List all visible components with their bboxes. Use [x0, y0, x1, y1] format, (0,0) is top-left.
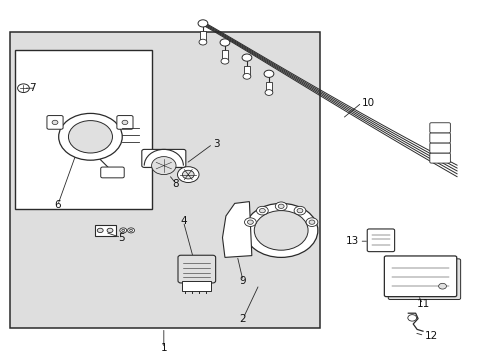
Circle shape: [122, 229, 124, 231]
Bar: [243, 66, 250, 76]
Circle shape: [259, 208, 265, 213]
Circle shape: [68, 121, 112, 153]
Circle shape: [151, 157, 176, 175]
FancyBboxPatch shape: [47, 116, 63, 129]
FancyBboxPatch shape: [429, 123, 449, 133]
Circle shape: [296, 208, 302, 213]
FancyBboxPatch shape: [429, 133, 449, 143]
Circle shape: [278, 204, 284, 208]
Circle shape: [127, 228, 134, 233]
Circle shape: [438, 283, 446, 289]
Circle shape: [242, 54, 251, 61]
Circle shape: [244, 203, 317, 257]
Circle shape: [264, 70, 273, 77]
Circle shape: [243, 73, 250, 79]
Text: 1: 1: [160, 343, 167, 354]
Circle shape: [177, 167, 199, 183]
Circle shape: [293, 206, 305, 215]
Bar: [144, 151, 183, 167]
Polygon shape: [222, 202, 251, 257]
Circle shape: [264, 90, 272, 95]
Circle shape: [220, 39, 229, 46]
Circle shape: [247, 220, 253, 224]
FancyBboxPatch shape: [429, 143, 449, 153]
Circle shape: [120, 228, 126, 233]
Text: 6: 6: [54, 200, 61, 210]
Bar: [199, 31, 206, 41]
Circle shape: [256, 206, 268, 215]
Circle shape: [254, 211, 307, 250]
Bar: [10, 32, 320, 328]
Bar: [15, 50, 151, 209]
Circle shape: [122, 120, 127, 125]
FancyBboxPatch shape: [429, 153, 449, 163]
Bar: [182, 281, 210, 291]
Circle shape: [97, 228, 103, 233]
Circle shape: [198, 20, 207, 27]
Bar: [221, 50, 228, 60]
Text: 12: 12: [424, 330, 437, 341]
Circle shape: [308, 220, 314, 224]
FancyBboxPatch shape: [387, 259, 460, 300]
Text: 3: 3: [212, 139, 219, 149]
Text: 10: 10: [361, 98, 374, 108]
Circle shape: [407, 315, 416, 321]
Circle shape: [182, 170, 194, 179]
Circle shape: [52, 120, 58, 125]
FancyBboxPatch shape: [384, 256, 456, 297]
Circle shape: [244, 218, 256, 226]
Circle shape: [129, 229, 132, 231]
Circle shape: [59, 113, 122, 160]
Text: 8: 8: [172, 179, 179, 189]
Text: 7: 7: [29, 83, 36, 93]
Circle shape: [221, 58, 228, 64]
Circle shape: [107, 228, 113, 233]
Text: 13: 13: [346, 236, 359, 246]
Text: 2: 2: [239, 314, 246, 324]
Bar: [265, 82, 272, 92]
FancyBboxPatch shape: [101, 167, 124, 178]
Circle shape: [275, 202, 286, 211]
Circle shape: [18, 84, 29, 93]
FancyBboxPatch shape: [178, 255, 215, 283]
Text: 11: 11: [415, 299, 429, 309]
Text: 4: 4: [180, 216, 186, 226]
Text: 9: 9: [239, 276, 246, 286]
FancyBboxPatch shape: [142, 149, 185, 167]
Text: 5: 5: [118, 233, 124, 243]
Circle shape: [305, 218, 317, 226]
FancyBboxPatch shape: [117, 116, 133, 129]
FancyBboxPatch shape: [366, 229, 394, 252]
Circle shape: [199, 39, 206, 45]
Bar: [95, 225, 116, 236]
